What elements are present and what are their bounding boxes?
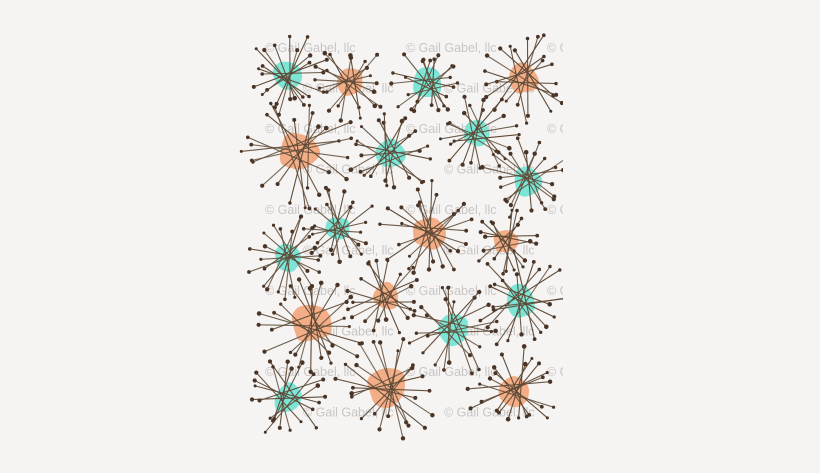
design-strip: © Gail Gabel, llc © Gail Gabel, llc © Gail… [239,33,676,441]
watermark-text: © Gail Gabel, llc [547,284,638,298]
starburst-orange [483,33,563,125]
watermark-text: © Gail Gabel, llc [406,41,497,55]
watermark-text: © Gail Gabel, llc [585,244,676,258]
watermark-text: © Gail Gabel, llc [406,284,497,298]
watermark-text: © Gail Gabel, llc [444,163,535,177]
starburst-teal [389,52,460,114]
watermark-text: © Gail Gabel, llc [585,163,676,177]
watermark-text: © Gail Gabel, llc [547,365,638,379]
watermark-text: © Gail Gabel, llc [265,41,356,55]
starburst-orange [378,179,474,275]
starburst-teal [247,214,323,302]
starburst-teal [478,249,563,347]
watermark-text: © Gail Gabel, llc [406,203,497,217]
starburst-teal [251,34,329,117]
watermark-text: © Gail Gabel, llc [547,122,638,136]
watermark-text: © Gail Gabel, llc [585,406,676,420]
starburst-core [272,61,303,90]
watermark-text: © Gail Gabel, llc [303,163,394,177]
starburst-orange [465,344,556,422]
watermark-text: © Gail Gabel, llc [547,41,638,55]
starburst-teal [249,359,328,434]
starburst-orange [313,50,383,123]
starburst-orange [239,101,354,211]
starburst-teal [480,136,563,219]
watermark-text: © Gail Gabel, llc [406,365,497,379]
watermark-text: © Gail Gabel, llc [444,406,535,420]
starburst-orange [256,277,364,374]
starburst-teal [301,185,374,265]
watermark-text: © Gail Gabel, llc [265,122,356,136]
starburst-orange [477,208,540,276]
starburst-orange [345,258,419,335]
starburst-teal [407,285,499,376]
watermark-text: © Gail Gabel, llc [585,82,676,96]
watermark-text: © Gail Gabel, llc [547,203,638,217]
watermark-text: © Gail Gabel, llc [585,325,676,339]
starburst-orange [333,337,435,441]
starburst-teal [348,112,432,190]
